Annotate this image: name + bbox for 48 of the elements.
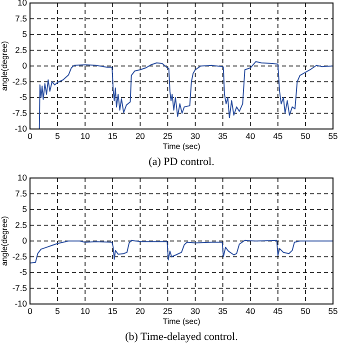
- y-tick-label: -2.5: [12, 76, 28, 86]
- x-tick-label: 50: [300, 306, 310, 316]
- y-axis-title: angle(degree): [0, 40, 9, 91]
- x-tick-label: 45: [273, 306, 283, 316]
- line-series: [38, 61, 334, 130]
- x-tick-label: 40: [246, 131, 256, 142]
- x-tick-label: 30: [190, 131, 200, 142]
- y-tick-label: -5: [19, 92, 28, 102]
- y-tick-label: 5: [22, 204, 28, 214]
- y-tick-label: -5: [19, 267, 28, 278]
- y-tick-label: 0: [22, 236, 28, 246]
- x-tick-label: 40: [246, 306, 256, 316]
- x-tick-label: 55: [328, 131, 338, 142]
- y-tick-label: 2.5: [15, 220, 28, 230]
- x-tick-label: 10: [80, 306, 90, 316]
- x-tick-label: 35: [218, 306, 228, 316]
- x-tick-label: 25: [162, 306, 173, 316]
- y-tick-label: 10: [18, 0, 28, 8]
- x-tick-label: 5: [55, 131, 60, 142]
- text: (a) PD control.: [148, 156, 215, 168]
- y-tick-label: 2.5: [15, 44, 28, 55]
- x-tick-label: 45: [273, 131, 283, 142]
- x-tick-label: 20: [135, 306, 146, 316]
- x-tick-label: 35: [218, 131, 228, 142]
- text: (b) Time-delayed control.: [125, 331, 238, 343]
- line-series: [30, 240, 334, 264]
- y-tick-label: -10: [14, 124, 28, 134]
- x-tick-label: 30: [190, 306, 200, 316]
- x-tick-label: 15: [108, 306, 118, 316]
- x-axis-title: Time (sec): [162, 142, 201, 151]
- y-tick-label: 10: [18, 172, 28, 183]
- y-tick-label: -7.5: [12, 282, 28, 293]
- y-tick-label: 7.5: [15, 13, 28, 24]
- y-tick-label: 0: [22, 60, 28, 71]
- x-tick-label: 50: [300, 131, 310, 142]
- x-tick-label: 5: [55, 306, 60, 316]
- y-tick-label: -7.5: [12, 108, 28, 118]
- y-tick-label: -2.5: [12, 251, 28, 262]
- y-tick-label: 7.5: [15, 188, 28, 198]
- y-axis-title: angle(degree): [0, 216, 9, 266]
- x-tick-label: 10: [80, 131, 90, 142]
- x-tick-label: 20: [135, 131, 146, 142]
- x-tick-label: 15: [108, 131, 118, 142]
- x-axis-title: Time (sec): [162, 317, 201, 326]
- x-tick-label: 55: [328, 306, 338, 316]
- x-tick-label: 25: [162, 131, 173, 142]
- y-tick-label: 5: [22, 29, 28, 40]
- y-tick-label: -10: [14, 298, 28, 309]
